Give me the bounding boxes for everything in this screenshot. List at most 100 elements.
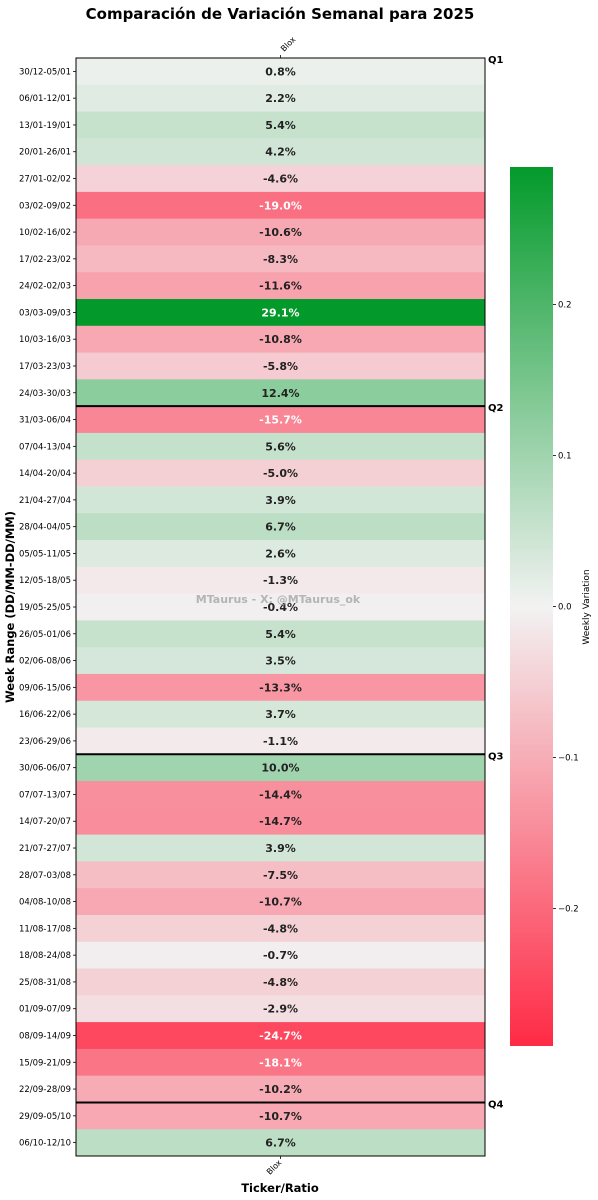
heatmap-cell [76,647,485,675]
week-range-label: 26/05-01/06 [19,630,71,640]
colorbar [510,167,553,1046]
cell-value-label: 12.4% [261,387,299,400]
week-range-label: 30/12-05/01 [19,67,71,77]
week-range-label: 14/07-20/07 [19,817,71,827]
cell-value-label: -5.8% [263,360,298,373]
heatmap-cell [76,459,485,487]
heatmap-cell [76,700,485,728]
cell-value-label: 5.4% [265,628,296,641]
column-label-top: Blox [279,35,298,54]
week-range-label: 07/04-13/04 [19,442,71,452]
heatmap-cell [76,861,485,889]
cell-value-label: 0.8% [265,65,296,78]
heatmap-cell [76,968,485,996]
heatmap-cell [76,138,485,166]
week-range-label: 28/04-04/05 [19,523,71,533]
cell-value-label: -10.6% [259,226,302,239]
heatmap-cell [76,432,485,461]
heatmap-cell [76,593,485,621]
week-range-label: 21/07-27/07 [19,844,71,854]
cell-value-label: -4.6% [263,173,298,186]
colorbar-label: Weekly Variation [582,569,592,644]
week-range-label: 15/09-21/09 [19,1058,71,1068]
cell-value-label: -11.6% [259,280,302,293]
chart-title: Comparación de Variación Semanal para 20… [86,5,475,23]
heatmap-cell [76,406,485,434]
heatmap-cell [76,111,485,139]
cell-value-label: -10.7% [259,896,302,909]
heatmap-cell [76,1075,485,1103]
week-range-label: 22/09-28/09 [19,1085,71,1095]
heatmap-cell [76,299,485,327]
week-labels: 30/12-05/01 06/01-12/01 13/01-19/01 20/01-2… [19,55,281,1159]
week-range-label: 28/07-03/08 [19,871,71,881]
heatmap-cell [76,807,485,836]
heatmap-cell [76,995,485,1023]
cell-value-label: -0.7% [263,949,298,962]
cell-value-label: 3.7% [265,708,296,721]
week-range-label: 10/03-16/03 [19,335,71,345]
cell-value-label: -18.1% [259,1056,302,1069]
heatmap-frame [75,57,486,1157]
quarter-label: Q1 [488,55,504,66]
cell-value-label: -4.8% [263,922,298,935]
week-range-label: 18/08-24/08 [19,951,71,961]
week-range-label: 12/05-18/05 [19,576,71,586]
cell-value-label: -14.7% [259,815,302,828]
column-label-bottom: Blox [265,1158,284,1177]
week-range-label: 24/02-02/03 [19,282,71,292]
heatmap-cell [76,1022,485,1050]
cell-value-label: -14.4% [259,788,302,801]
cell-value-label: -15.7% [259,414,302,427]
cell-value-label: -7.5% [263,869,298,882]
x-axis-label: Ticker/Ratio [241,1181,319,1195]
week-range-label: 19/05-25/05 [19,603,71,613]
cell-value-label: -13.3% [259,681,302,694]
colorbar-tick-label: 0.0 [558,603,572,613]
week-range-label: 09/06-15/06 [19,683,71,693]
cell-value-label: -0.4% [263,601,298,614]
heatmap-cell [76,379,485,407]
colorbar-tick-label: 0.1 [558,451,572,461]
heatmap-cell [76,1048,485,1077]
week-range-label: 25/08-31/08 [19,978,71,988]
heatmap-cell [76,245,485,273]
week-range-label: 21/04-27/04 [19,496,71,506]
cell-value-label: -8.3% [263,253,298,266]
colorbar-tick-label: 0.2 [558,300,572,310]
week-range-label: 11/08-17/08 [19,924,71,934]
heatmap-cell [76,513,485,541]
heatmap-cell [76,566,485,595]
heatmap-cells: 0.8% 2.2% 5.4% 4.2% -4.6% -19.0% -10.6% -8.3% -1… [76,58,485,1157]
y-axis-label: Week Range (DD/MM-DD/MM) [3,511,17,703]
week-range-label: 01/09-07/09 [19,1005,71,1015]
heatmap-cell [76,888,485,916]
cell-value-label: -5.0% [263,467,298,480]
week-range-label: 17/03-23/03 [19,362,71,372]
week-range-label: 31/03-06/04 [19,416,71,426]
quarter-label: Q2 [488,403,504,414]
cell-value-label: -19.0% [259,199,302,212]
week-range-label: 24/03-30/03 [19,389,71,399]
cell-value-label: 5.6% [265,440,296,453]
week-range-label: 07/07-13/07 [19,790,71,800]
week-range-label: 23/06-29/06 [19,737,71,747]
heatmap-cell [76,84,485,112]
week-range-label: 05/05-11/05 [19,549,71,559]
heatmap-cell [76,352,485,380]
cell-value-label: -10.7% [259,1110,302,1123]
heatmap-cell [76,673,485,702]
heatmap-cell [76,1129,485,1157]
heatmap-cell [76,941,485,969]
colorbar-tick-label: −0.1 [558,754,579,764]
quarter-markers: Q1 Q2 Q3 Q4 [76,55,504,1110]
cell-value-label: 2.6% [265,547,296,560]
week-range-label: 04/08-10/08 [19,898,71,908]
cell-value-label: 3.9% [265,842,296,855]
week-range-label: 10/02-16/02 [19,228,71,238]
quarter-label: Q4 [488,1099,504,1110]
week-range-label: 02/06-08/06 [19,657,71,667]
cell-value-label: -24.7% [259,1029,302,1042]
cell-value-label: 2.2% [265,92,296,105]
